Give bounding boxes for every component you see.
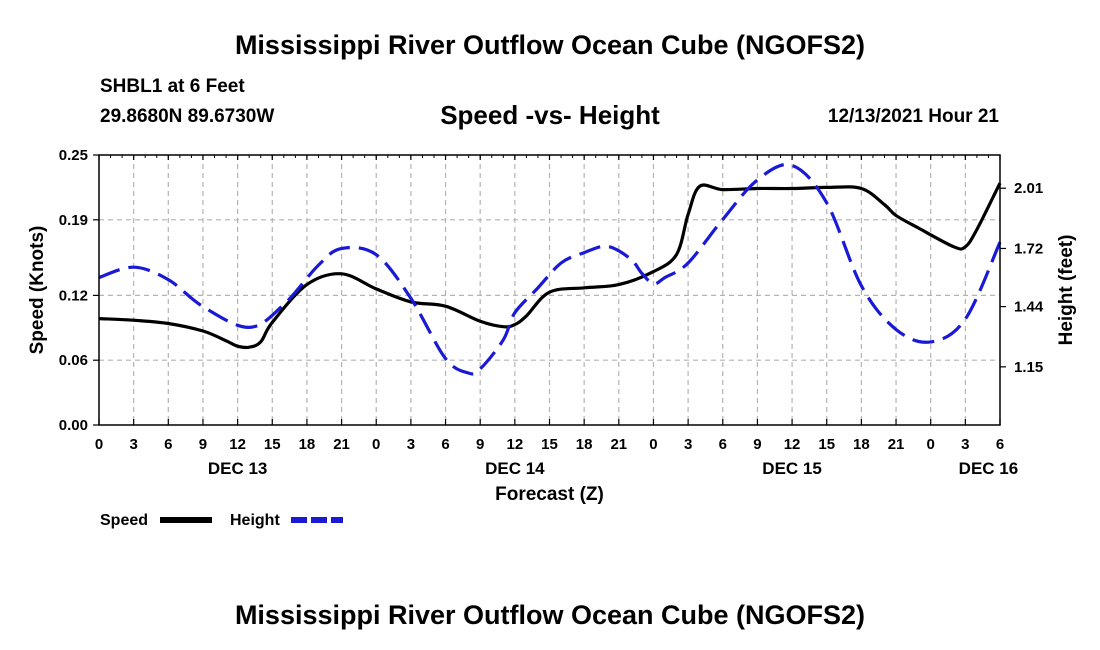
y2-axis-label: Height (feet)	[1056, 235, 1077, 346]
x-tick-label: 18	[853, 436, 870, 453]
x-tick-label: 9	[199, 436, 207, 453]
x-tick-label: 6	[164, 436, 172, 453]
legend-speed-label: Speed	[100, 512, 148, 529]
x-tick-label: 9	[753, 436, 761, 453]
y2-tick-label: 1.15	[1014, 359, 1043, 376]
y-tick-label: 0.12	[59, 287, 88, 304]
chart-subtitle: Speed -vs- Height	[440, 100, 660, 130]
series-line-speed	[98, 182, 1002, 350]
x-tick-label: 12	[784, 436, 801, 453]
station-label: SHBL1 at 6 Feet	[100, 76, 245, 97]
x-tick-label: 6	[719, 436, 727, 453]
bottom-title: Mississippi River Outflow Ocean Cube (NG…	[234, 600, 866, 630]
date-label: DEC 16	[959, 459, 1019, 478]
x-tick-label: 12	[229, 436, 246, 453]
legend: Speed Height	[100, 512, 343, 529]
main-title: Mississippi River Outflow Ocean Cube (NG…	[234, 30, 866, 60]
x-axis-label: Forecast (Z)	[495, 484, 604, 505]
date-label: DEC 15	[762, 459, 822, 478]
x-tick-label: 12	[507, 436, 524, 453]
grid-lines	[99, 155, 1000, 425]
x-tick-label: 9	[476, 436, 484, 453]
y-tick-label: 0.25	[59, 147, 88, 164]
station-coordinates: 29.8680N 89.6730W	[100, 106, 275, 127]
x-tick-label: 6	[441, 436, 449, 453]
y-tick-label: 0.06	[59, 352, 88, 369]
x-tick-label: 3	[961, 436, 969, 453]
x-tick-label: 0	[649, 436, 657, 453]
x-tick-label: 21	[333, 436, 350, 453]
y2-tick-label: 2.01	[1014, 180, 1043, 197]
y-axis-label: Speed (Knots)	[27, 226, 48, 355]
y-tick-label: 0.00	[59, 417, 88, 434]
x-tick-label: 0	[372, 436, 380, 453]
x-tick-label: 0	[95, 436, 103, 453]
x-tick-label: 3	[407, 436, 415, 453]
date-label: DEC 13	[208, 459, 268, 478]
x-tick-label: 21	[610, 436, 627, 453]
x-tick-label: 18	[299, 436, 316, 453]
y-tick-label: 0.19	[59, 212, 88, 229]
x-tick-label: 21	[888, 436, 905, 453]
y2-tick-label: 1.72	[1014, 240, 1043, 257]
y2-tick-label: 1.44	[1014, 299, 1044, 316]
x-tick-label: 15	[541, 436, 558, 453]
x-tick-label: 15	[264, 436, 281, 453]
x-tick-label: 3	[129, 436, 137, 453]
x-tick-label: 0	[927, 436, 935, 453]
series-line-height	[98, 162, 1002, 376]
x-tick-label: 6	[996, 436, 1004, 453]
series-layer	[98, 162, 1002, 376]
x-tick-label: 18	[576, 436, 593, 453]
x-tick-label: 15	[818, 436, 835, 453]
date-label: DEC 14	[485, 459, 545, 478]
x-tick-label: 3	[684, 436, 692, 453]
forecast-datetime: 12/13/2021 Hour 21	[827, 106, 999, 127]
tick-layer: 0 3 6 9 12 15 18 21 0 3 6 9 12 15 18 21 0 3 6 9 12 15 18 21 0 3 6 D…	[59, 147, 1044, 478]
legend-height-label: Height	[230, 512, 280, 529]
